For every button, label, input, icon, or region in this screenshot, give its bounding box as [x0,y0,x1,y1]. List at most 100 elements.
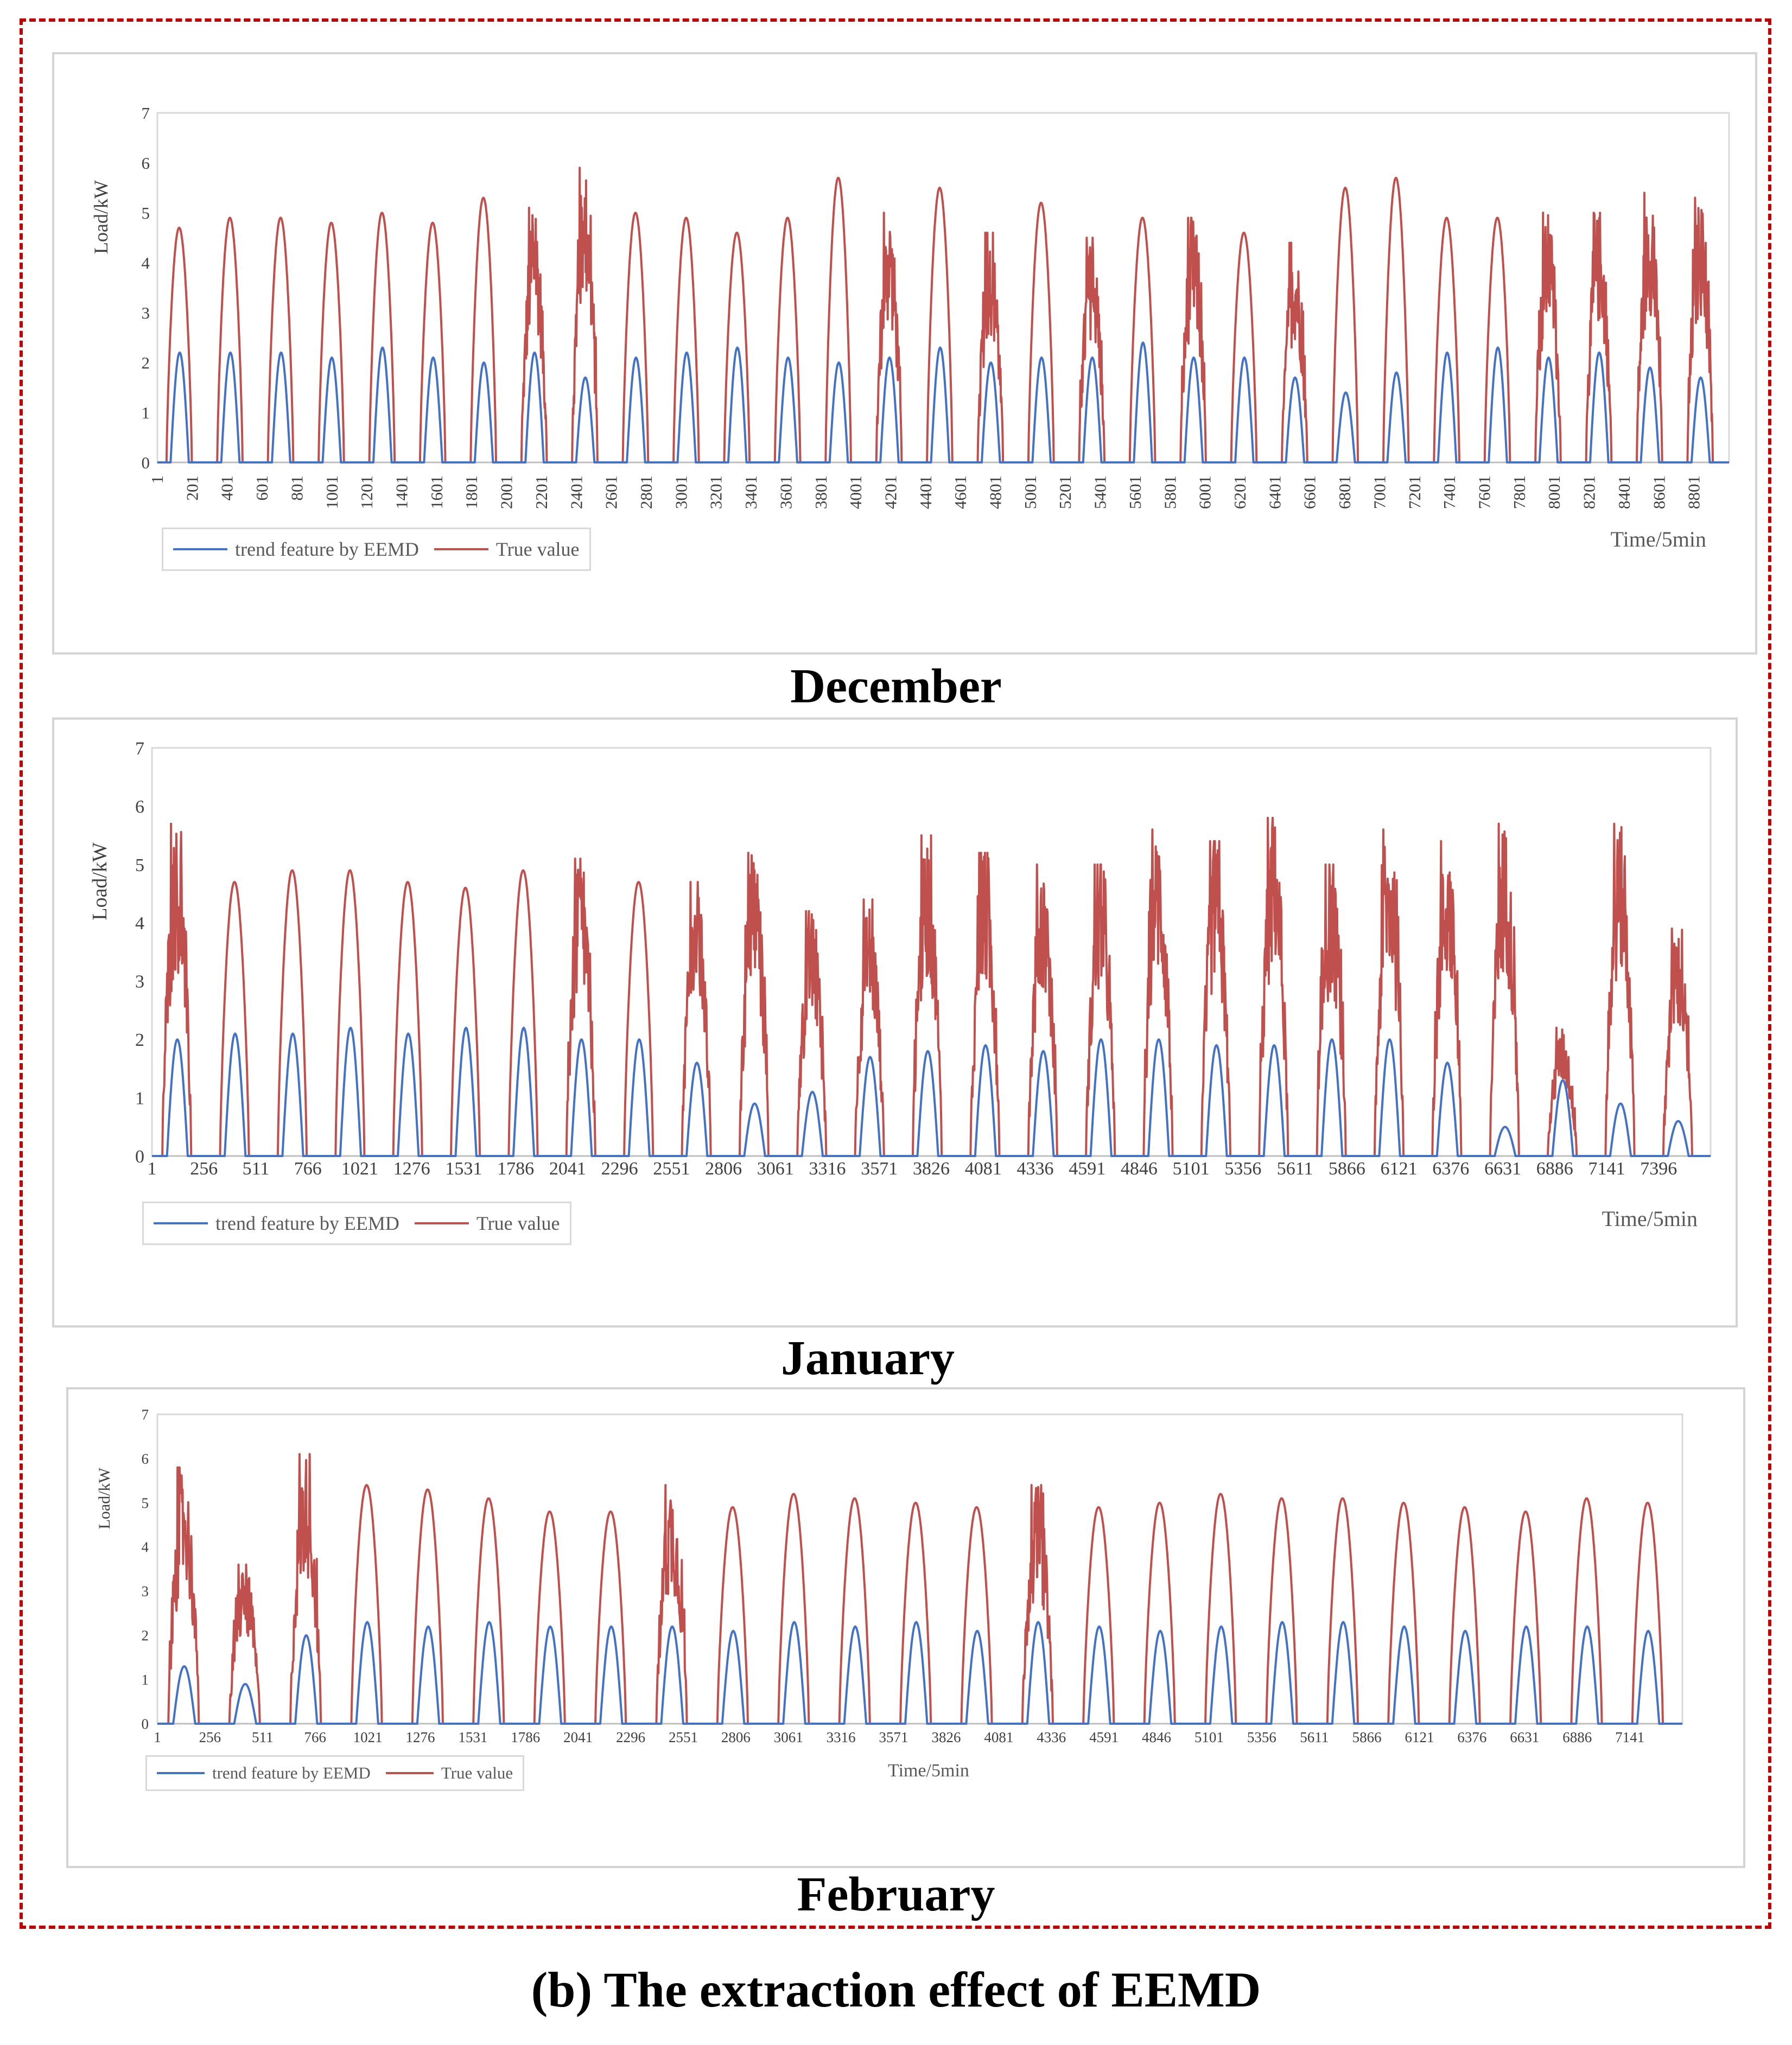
legend-true-label: True value [441,1763,513,1782]
x-tick-label: 5801 [1160,475,1179,509]
y-tick-label: 6 [135,797,144,817]
y-tick-label: 1 [135,1088,144,1108]
x-tick-label: 4801 [986,475,1005,509]
legend-true-swatch [414,1222,469,1224]
x-tick-label: 7001 [1370,475,1389,509]
y-axis-title: Load/kW [90,180,112,254]
x-tick-label: 5601 [1126,475,1145,509]
x-tick-label: 4081 [984,1729,1013,1745]
x-tick-label: 3601 [776,475,795,509]
y-axis-title: Load/kW [96,1468,113,1529]
x-tick-label: 3061 [774,1729,803,1745]
legend-item-trend: trend feature by EEMD [154,1212,399,1235]
x-tick-label: 2551 [653,1159,690,1179]
x-tick-label: 6376 [1457,1729,1486,1745]
x-tick-label: 6601 [1300,475,1319,509]
january-legend: trend feature by EEMD True value [142,1202,571,1245]
x-tick-label: 6801 [1335,475,1354,509]
legend-trend-label: trend feature by EEMD [235,538,419,560]
x-tick-label: 2806 [705,1159,742,1179]
x-tick-label: 3061 [757,1159,794,1179]
x-tick-label: 5611 [1300,1729,1329,1745]
december-label: December [790,659,1002,713]
plot-area [156,1413,1683,1725]
x-tick-label: 8601 [1649,475,1668,509]
legend-true-label: True value [495,538,580,560]
x-tick-label: 3401 [741,475,760,509]
x-tick-label: 511 [252,1729,274,1745]
dashed-frame [20,18,1771,1929]
february-x-axis-title: Time/5min [888,1761,969,1781]
x-tick-label: 766 [294,1159,322,1179]
legend-trend-swatch [154,1222,208,1224]
x-tick-label: 5201 [1056,475,1075,509]
january-chart-panel: 0 1 2 3 4 5 6 7 Load/kW 1 256 511 766 1021 1276 1531 178… [52,717,1738,1328]
x-tick-label: 2806 [721,1729,751,1745]
x-tick-label: 3316 [809,1159,846,1179]
x-tick-label: 5866 [1352,1729,1382,1745]
x-tick-label: 766 [304,1729,326,1745]
series-line-true-value [157,167,1729,463]
legend-trend-label: trend feature by EEMD [212,1763,371,1782]
y-tick-label: 1 [142,1672,149,1688]
x-tick-label: 7401 [1440,475,1459,509]
y-tick-label: 3 [142,1583,149,1599]
x-tick-label: 2296 [616,1729,645,1745]
legend-trend-swatch [157,1772,205,1774]
x-tick-label: 6121 [1405,1729,1434,1745]
legend-item-true: True value [434,538,580,561]
x-tick-label: 4336 [1037,1729,1066,1745]
x-tick-label: 5356 [1224,1159,1261,1179]
x-tick-label: 6886 [1536,1159,1573,1179]
x-tick-label: 1801 [462,475,481,509]
figure-caption: (b) The extraction effect of EEMD [531,1962,1261,2017]
x-tick-label: 4591 [1089,1729,1119,1745]
december-x-axis-title: Time/5min [1610,527,1706,551]
x-tick-label: 1786 [511,1729,540,1745]
x-tick-label: 1 [148,1159,157,1179]
x-tick-label: 7201 [1405,475,1424,509]
x-tick-label: 2201 [532,475,551,509]
x-tick-label: 801 [287,475,306,501]
y-tick-label: 3 [135,972,144,992]
x-tick-label: 1276 [393,1159,430,1179]
x-tick-label: 8001 [1545,475,1564,509]
x-tick-label: 1601 [427,475,446,509]
x-tick-label: 5001 [1021,475,1040,509]
x-tick-label: 1021 [341,1159,378,1179]
x-tick-label: 5101 [1194,1729,1224,1745]
series-line-true-value [152,816,1711,1157]
legend-trend-swatch [173,548,227,550]
x-tick-label: 6201 [1230,475,1249,509]
x-tick-label: 3826 [931,1729,961,1745]
legend-true-swatch [385,1772,434,1774]
x-tick-label: 1276 [405,1729,435,1745]
x-tick-label: 201 [182,475,201,501]
x-tick-label: 6886 [1562,1729,1592,1745]
y-tick-label: 2 [142,1628,149,1644]
december-legend: trend feature by EEMD True value [162,528,591,571]
series-line-trend-feature [157,1621,1682,1725]
y-axis-title: Load/kW [88,842,111,920]
x-tick-label: 6401 [1265,475,1284,509]
x-tick-label: 1 [148,475,167,484]
x-tick-label: 4001 [846,475,865,509]
y-tick-label: 6 [142,1451,149,1467]
x-tick-label: 401 [218,475,237,501]
x-tick-label: 2601 [602,475,621,509]
legend-item-trend: trend feature by EEMD [157,1763,371,1783]
y-tick-label: 4 [142,1539,149,1555]
january-x-axis-title: Time/5min [1602,1206,1698,1231]
x-tick-label: 3201 [707,475,726,509]
x-tick-label: 4401 [916,475,935,509]
x-tick-label: 7801 [1510,475,1529,509]
y-tick-label: 4 [135,913,144,933]
x-tick-label: 8201 [1580,475,1599,509]
x-tick-label: 3801 [811,475,830,509]
february-chart-panel: 0 1 2 3 4 5 6 7 Load/kW 1 256 511 766 1021 1276 1531 178… [66,1387,1745,1868]
y-tick-label: 4 [142,253,150,272]
legend-trend-label: trend feature by EEMD [215,1212,399,1234]
x-tick-label: 2801 [637,475,656,509]
series-line-trend-feature [157,341,1729,463]
